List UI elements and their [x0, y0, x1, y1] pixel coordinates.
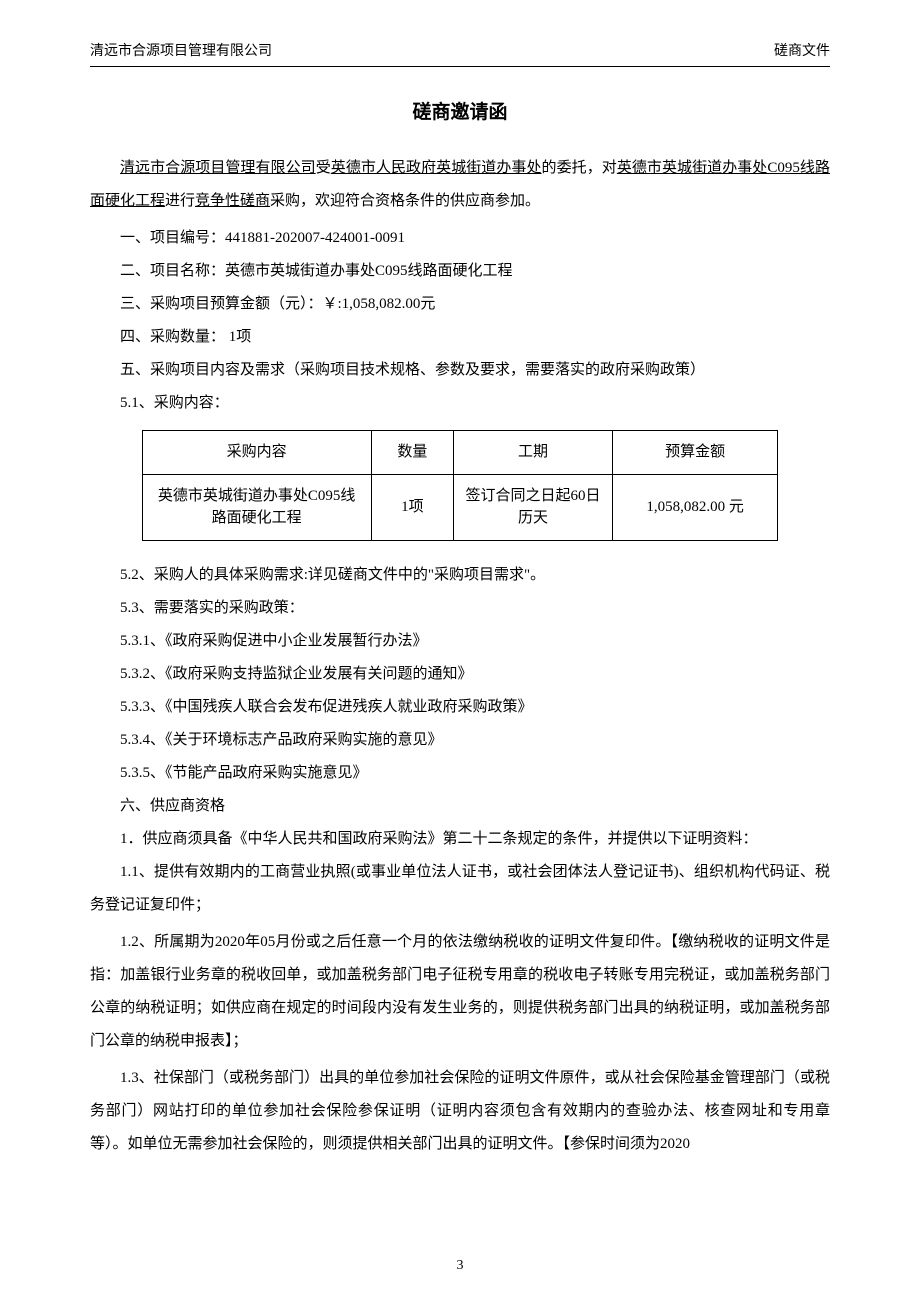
- th-quantity: 数量: [371, 431, 454, 475]
- table-row: 英德市英城街道办事处C095线路面硬化工程 1项 签订合同之日起60日历天 1,…: [142, 474, 777, 540]
- intro-text: 采购，欢迎符合资格条件的供应商参加。: [270, 193, 540, 209]
- item-5-3-3: 5.3.3、《中国残疾人联合会发布促进残疾人就业政府采购政策》: [90, 691, 830, 724]
- item-project-name: 二、项目名称：英德市英城街道办事处C095线路面硬化工程: [90, 255, 830, 288]
- page-header: 清远市合源项目管理有限公司 磋商文件: [90, 40, 830, 60]
- page-number: 3: [0, 1258, 920, 1274]
- item-5-3-5: 5.3.5、《节能产品政府采购实施意见》: [90, 757, 830, 790]
- th-duration: 工期: [454, 431, 613, 475]
- item-6: 六、供应商资格: [90, 790, 830, 823]
- procurement-table: 采购内容 数量 工期 预算金额 英德市英城街道办事处C095线路面硬化工程 1项…: [142, 430, 778, 541]
- intro-text: 受: [316, 160, 331, 176]
- item-5-3-1: 5.3.1、《政府采购促进中小企业发展暂行办法》: [90, 625, 830, 658]
- td-content: 英德市英城街道办事处C095线路面硬化工程: [142, 474, 371, 540]
- item-5-3-2: 5.3.2、《政府采购支持监狱企业发展有关问题的通知》: [90, 658, 830, 691]
- item-project-number: 一、项目编号：441881-202007-424001-0091: [90, 222, 830, 255]
- agency-name: 清远市合源项目管理有限公司: [120, 160, 316, 176]
- td-budget: 1,058,082.00 元: [612, 474, 777, 540]
- qualification-1-3: 1.3、社保部门（或税务部门）出具的单位参加社会保险的证明文件原件，或从社会保险…: [90, 1062, 830, 1161]
- header-left: 清远市合源项目管理有限公司: [90, 40, 272, 60]
- procure-method: 竞争性磋商: [195, 193, 270, 209]
- document-title: 磋商邀请函: [90, 97, 830, 124]
- intro-text: 的委托，对: [542, 160, 617, 176]
- header-rule: [90, 66, 830, 67]
- intro-paragraph: 清远市合源项目管理有限公司受英德市人民政府英城街道办事处的委托，对英德市英城街道…: [90, 152, 830, 218]
- item-5-1: 5.1、采购内容：: [90, 387, 830, 420]
- th-budget: 预算金额: [612, 431, 777, 475]
- th-content: 采购内容: [142, 431, 371, 475]
- table-header-row: 采购内容 数量 工期 预算金额: [142, 431, 777, 475]
- item-content-heading: 五、采购项目内容及需求（采购项目技术规格、参数及要求，需要落实的政府采购政策）: [90, 354, 830, 387]
- qualification-1-1: 1.1、提供有效期内的工商营业执照(或事业单位法人证书，或社会团体法人登记证书)…: [90, 856, 830, 922]
- item-budget: 三、采购项目预算金额（元）：￥:1,058,082.00元: [90, 288, 830, 321]
- client-name: 英德市人民政府英城街道办事处: [331, 160, 542, 176]
- qualification-1: 1．供应商须具备《中华人民共和国政府采购法》第二十二条规定的条件，并提供以下证明…: [90, 823, 830, 856]
- document-page: 清远市合源项目管理有限公司 磋商文件 磋商邀请函 清远市合源项目管理有限公司受英…: [0, 0, 920, 1302]
- item-5-3: 5.3、需要落实的采购政策：: [90, 592, 830, 625]
- item-5-2: 5.2、采购人的具体采购需求:详见磋商文件中的"采购项目需求"。: [90, 559, 830, 592]
- td-quantity: 1项: [371, 474, 454, 540]
- td-duration: 签订合同之日起60日历天: [454, 474, 613, 540]
- header-right: 磋商文件: [774, 40, 830, 60]
- item-quantity: 四、采购数量： 1项: [90, 321, 830, 354]
- qualification-1-2: 1.2、所属期为2020年05月份或之后任意一个月的依法缴纳税收的证明文件复印件…: [90, 926, 830, 1058]
- item-5-3-4: 5.3.4、《关于环境标志产品政府采购实施的意见》: [90, 724, 830, 757]
- intro-text: 进行: [165, 193, 195, 209]
